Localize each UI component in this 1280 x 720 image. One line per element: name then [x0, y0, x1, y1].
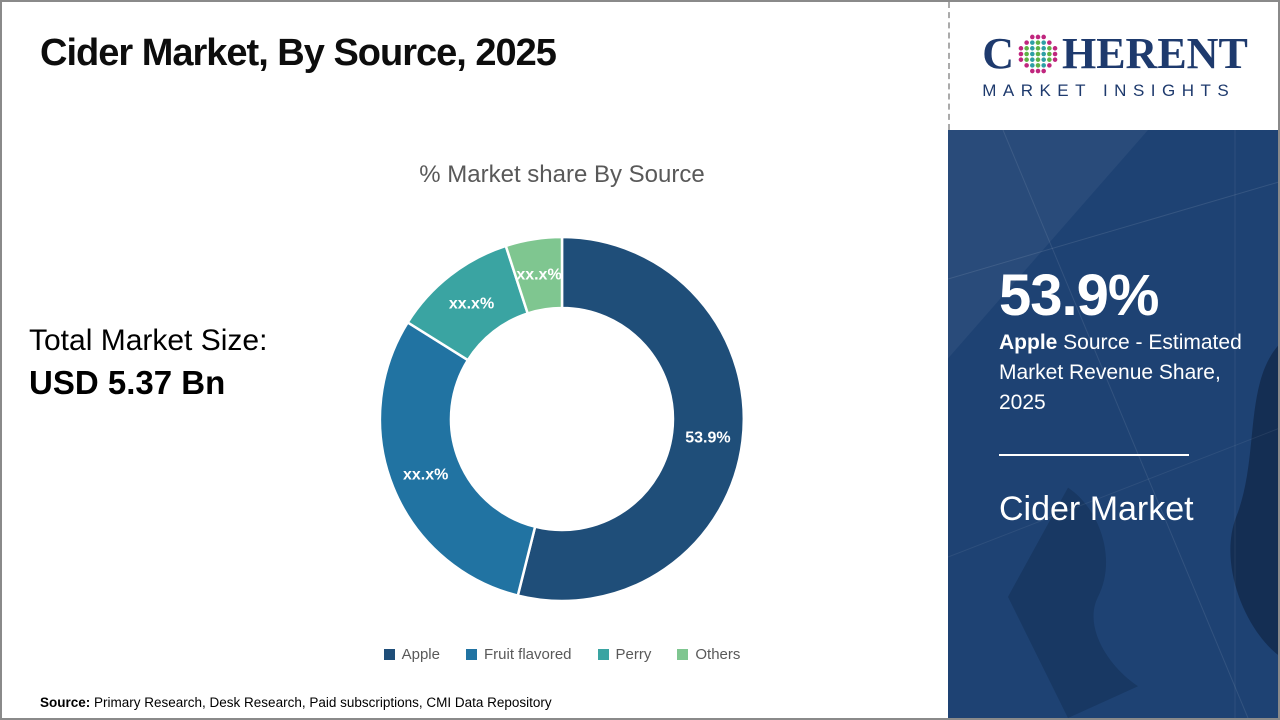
- globe-dot: [1041, 45, 1046, 51]
- legend-label: Perry: [615, 646, 652, 663]
- globe-dot: [1052, 56, 1058, 62]
- globe-dot: [1029, 39, 1035, 45]
- logo-area: C HERENT MARKET INSIGHTS: [948, 2, 1278, 130]
- panel-market-name: Cider Market: [999, 490, 1194, 528]
- globe-dot: [1029, 51, 1035, 56]
- source-label: Source:: [40, 695, 91, 710]
- legend-swatch: [597, 649, 609, 660]
- globe-dot: [1024, 51, 1029, 56]
- source-text: Primary Research, Desk Research, Paid su…: [90, 695, 552, 710]
- globe-dot: [1029, 34, 1035, 39]
- chart-title: % Market share By Source: [419, 161, 705, 188]
- market-size-label: Total Market Size:: [29, 324, 268, 357]
- right-column: C HERENT MARKET INSIGHTS 53.9% Apple Sou…: [948, 2, 1278, 718]
- donut-label-others: xx.x%: [516, 266, 561, 283]
- globe-dot: [1035, 51, 1041, 56]
- globe-dot: [1029, 56, 1035, 62]
- globe-dot: [1018, 56, 1024, 62]
- globe-dot: [1029, 45, 1035, 51]
- globe-dot: [1041, 56, 1046, 62]
- logo-wordmark: C HERENT: [982, 28, 1248, 78]
- panel-stat-value: 53.9%: [999, 263, 1159, 328]
- legend-label: Fruit flavored: [483, 646, 572, 663]
- globe-dot: [1047, 56, 1052, 62]
- globe-dot: [1035, 34, 1041, 39]
- legend-label: Apple: [401, 646, 440, 663]
- page-title: Cider Market, By Source, 2025: [40, 32, 557, 74]
- legend-swatch: [677, 649, 689, 660]
- legend-item-fruit-flavored: Fruit flavored: [465, 646, 572, 663]
- legend-label: Others: [695, 646, 741, 663]
- highlight-panel: 53.9% Apple Source - Estimated Market Re…: [948, 130, 1278, 718]
- globe-dot: [1035, 45, 1041, 51]
- globe-dot: [1047, 62, 1052, 68]
- globe-dot: [1035, 56, 1041, 62]
- legend-item-perry: Perry: [597, 646, 652, 663]
- globe-dot: [1035, 68, 1041, 73]
- logo-subtitle: MARKET INSIGHTS: [982, 80, 1236, 100]
- donut-label-perry: xx.x%: [449, 296, 494, 313]
- chart-legend: Apple Fruit flavored Perry Others: [302, 646, 822, 663]
- globe-dot: [1018, 45, 1024, 51]
- market-size-value: USD 5.37 Bn: [29, 364, 226, 401]
- globe-dot: [1052, 45, 1058, 51]
- globe-dot: [1041, 51, 1046, 56]
- logo-letters-herent: HERENT: [1061, 28, 1248, 78]
- legend-swatch: [465, 649, 477, 660]
- globe-dot: [1047, 45, 1052, 51]
- globe-dot: [1041, 34, 1046, 39]
- globe-dot: [1024, 62, 1029, 68]
- panel-desc-bold: Apple: [999, 331, 1058, 354]
- source-note: Source: Primary Research, Desk Research,…: [40, 695, 552, 710]
- logo-letter-c: C: [982, 28, 1014, 78]
- globe-dot: [1047, 51, 1052, 56]
- world-map-background: [948, 130, 1278, 718]
- donut-segment-fruit-flavored: [378, 320, 537, 598]
- globe-dot: [1024, 45, 1029, 51]
- globe-dot: [1035, 39, 1041, 45]
- globe-dots-icon: [1018, 34, 1058, 73]
- legend-swatch: [383, 649, 395, 660]
- donut-segment-others: [504, 235, 564, 315]
- globe-dot: [1047, 39, 1052, 45]
- total-market-size: Total Market Size: USD 5.37 Bn: [29, 324, 267, 402]
- panel-divider: [999, 454, 1189, 456]
- globe-dot: [1041, 62, 1046, 68]
- donut-label-fruit-flavored: xx.x%: [403, 467, 448, 484]
- globe-dot: [1024, 56, 1029, 62]
- globe-dot: [1029, 62, 1035, 68]
- globe-dot: [1029, 68, 1035, 73]
- panel-description: Apple Source - Estimated Market Revenue …: [999, 328, 1253, 418]
- donut-segment-apple: [516, 235, 745, 603]
- globe-dot: [1041, 39, 1046, 45]
- donut-label-apple: 53.9%: [685, 430, 730, 447]
- globe-dot: [1024, 39, 1029, 45]
- globe-dot: [1041, 68, 1046, 73]
- globe-dot: [1018, 51, 1024, 56]
- panel-desc-rest: Source - Estimated Market Revenue Share,…: [999, 331, 1242, 414]
- globe-dot: [1035, 62, 1041, 68]
- legend-item-others: Others: [677, 646, 740, 663]
- legend-item-apple: Apple: [383, 646, 440, 663]
- coherent-logo: C HERENT MARKET INSIGHTS: [982, 28, 1248, 101]
- globe-dot: [1052, 51, 1058, 56]
- donut-chart: 53.9% xx.x% xx.x% xx.x%: [378, 235, 745, 603]
